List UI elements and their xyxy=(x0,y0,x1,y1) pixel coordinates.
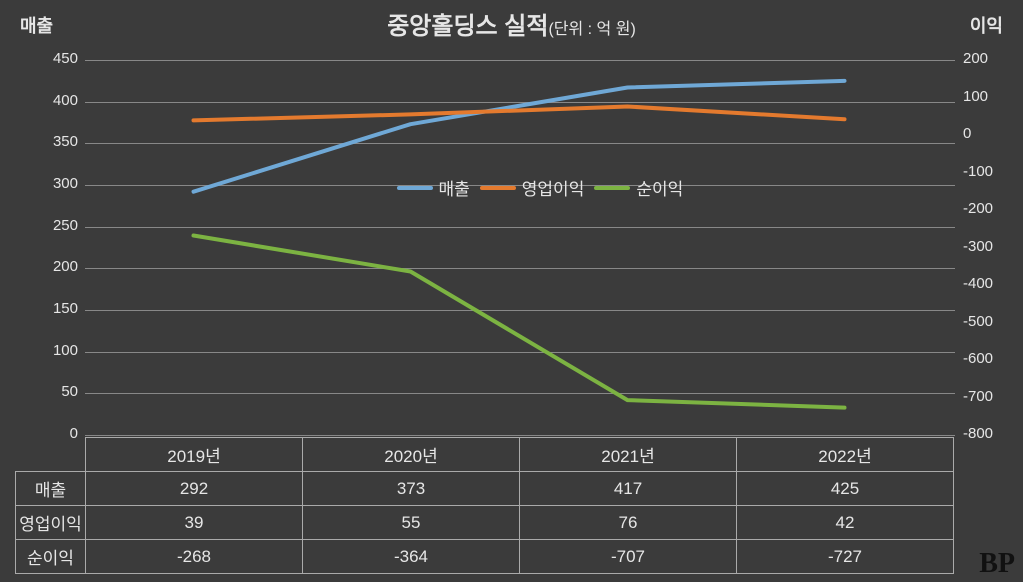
tick-right: -800 xyxy=(963,425,993,442)
chart-lines xyxy=(85,60,955,435)
title-main: 중앙홀딩스 실적 xyxy=(387,13,548,40)
table-cell: 2022년 xyxy=(737,438,954,472)
tick-left: 50 xyxy=(30,383,78,400)
tick-left: 300 xyxy=(30,175,78,192)
table-row: 영업이익39557642 xyxy=(16,506,954,540)
tick-right: -500 xyxy=(963,313,993,330)
tick-left: 450 xyxy=(30,50,78,67)
legend-item: 매출 xyxy=(397,175,470,200)
table-cell: -364 xyxy=(303,540,520,574)
data-table: 2019년2020년2021년2022년매출292373417425영업이익39… xyxy=(15,437,954,574)
tick-left: 250 xyxy=(30,217,78,234)
table-row: 매출292373417425 xyxy=(16,472,954,506)
tick-right: -300 xyxy=(963,238,993,255)
table-cell: -727 xyxy=(737,540,954,574)
table-cell: 2021년 xyxy=(520,438,737,472)
table-cell: 425 xyxy=(737,472,954,506)
legend-item: 영업이익 xyxy=(480,175,585,200)
axis-label-left: 매출 xyxy=(20,12,53,38)
tick-left: 200 xyxy=(30,258,78,275)
series-line xyxy=(194,107,845,121)
legend-label: 영업이익 xyxy=(522,175,585,200)
watermark-logo: BP xyxy=(979,548,1015,580)
table-cell: -707 xyxy=(520,540,737,574)
table-cell: 39 xyxy=(86,506,303,540)
table-row-header: 영업이익 xyxy=(16,506,86,540)
table-row-header xyxy=(16,438,86,472)
chart-container: 중앙홀딩스 실적(단위 : 억 원) 매출 이익 050100150200250… xyxy=(0,0,1023,582)
legend: 매출 영업이익 순이익 xyxy=(397,175,684,200)
legend-swatch xyxy=(397,186,433,190)
table-row: 순이익-268-364-707-727 xyxy=(16,540,954,574)
legend-label: 매출 xyxy=(439,175,470,200)
tick-right: 200 xyxy=(963,50,988,67)
series-line xyxy=(194,236,845,408)
axis-label-right: 이익 xyxy=(970,12,1003,38)
table-row: 2019년2020년2021년2022년 xyxy=(16,438,954,472)
tick-left: 100 xyxy=(30,342,78,359)
tick-right: -200 xyxy=(963,200,993,217)
table-cell: 417 xyxy=(520,472,737,506)
table-cell: 292 xyxy=(86,472,303,506)
tick-right: 100 xyxy=(963,88,988,105)
tick-right: -600 xyxy=(963,350,993,367)
table-row-header: 순이익 xyxy=(16,540,86,574)
table-cell: 2019년 xyxy=(86,438,303,472)
tick-left: 400 xyxy=(30,92,78,109)
plot-area: 050100150200250300350400450-800-700-600-… xyxy=(85,60,955,435)
table-cell: 76 xyxy=(520,506,737,540)
table-cell: 55 xyxy=(303,506,520,540)
table-cell: 42 xyxy=(737,506,954,540)
tick-left: 150 xyxy=(30,300,78,317)
chart-title: 중앙홀딩스 실적(단위 : 억 원) xyxy=(0,6,1023,41)
tick-right: -700 xyxy=(963,388,993,405)
legend-swatch xyxy=(480,186,516,190)
legend-label: 순이익 xyxy=(636,175,683,200)
tick-right: -400 xyxy=(963,275,993,292)
legend-swatch xyxy=(594,186,630,190)
table-row-header: 매출 xyxy=(16,472,86,506)
tick-right: 0 xyxy=(963,125,971,142)
table-cell: -268 xyxy=(86,540,303,574)
tick-left: 350 xyxy=(30,133,78,150)
tick-right: -100 xyxy=(963,163,993,180)
gridline xyxy=(85,435,955,436)
table-cell: 373 xyxy=(303,472,520,506)
title-sub: (단위 : 억 원) xyxy=(548,21,635,38)
legend-item: 순이익 xyxy=(594,175,683,200)
table-cell: 2020년 xyxy=(303,438,520,472)
